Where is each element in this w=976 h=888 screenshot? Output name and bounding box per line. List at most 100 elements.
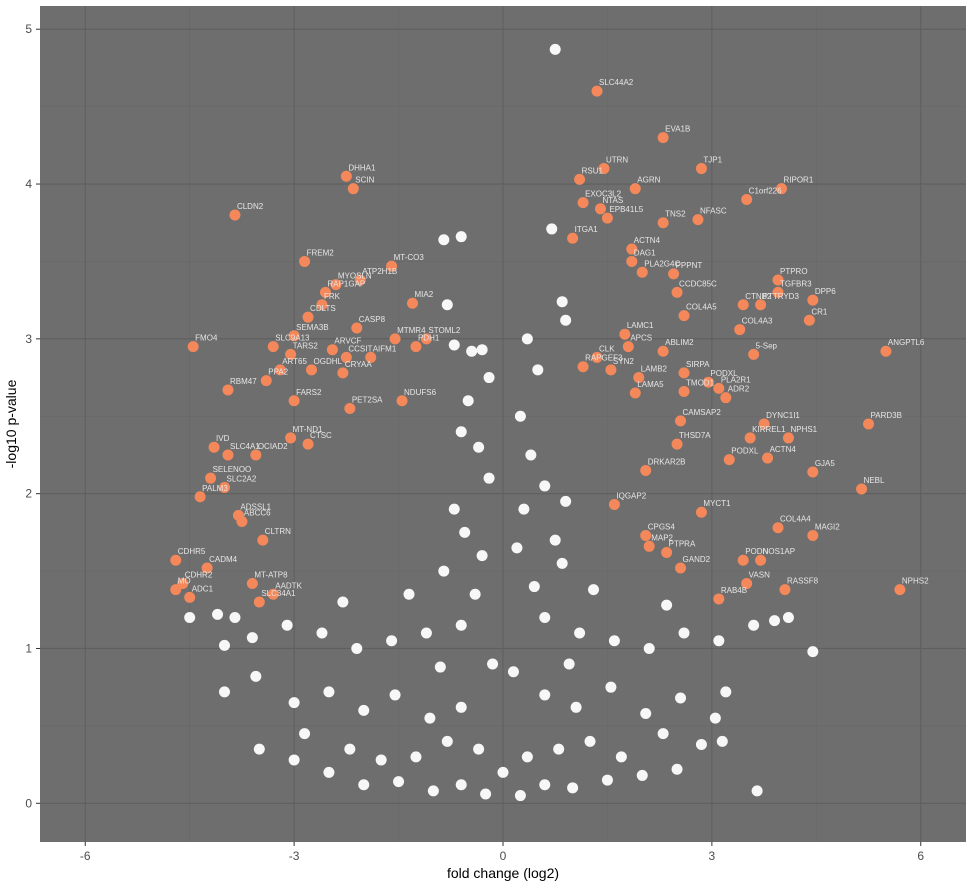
data-point [469,588,481,600]
data-point [556,296,568,308]
y-tick-label: 0 [25,796,32,810]
gene-label: ABLIM2 [665,338,694,347]
data-point [720,686,732,698]
significant-point [643,540,655,552]
significant-point [713,593,725,605]
data-point [521,751,533,763]
data-point [640,708,652,720]
gene-label: PDH1 [418,334,440,343]
gene-label: CDHR5 [178,547,206,556]
significant-point [594,203,606,215]
gene-label: RBM47 [230,377,257,386]
significant-point [629,183,641,195]
data-point [671,763,683,775]
data-point [518,503,530,515]
gene-label: CASP8 [359,315,386,324]
gene-label: SLC9A13 [275,334,310,343]
gene-label: MT-ND1 [293,425,323,434]
significant-point [775,183,787,195]
gene-label: RAPGEF3 [585,354,623,363]
nonsignificant-points [184,43,819,802]
data-point [473,743,485,755]
significant-point [306,364,318,376]
data-point [323,686,335,698]
gene-label: PODXL [710,369,738,378]
significant-point [205,472,217,484]
significant-point [410,341,422,353]
significant-point [577,361,589,373]
significant-point [755,554,767,566]
x-axis-title: fold change (log2) [447,865,559,881]
significant-point [598,163,610,175]
data-point [525,449,537,461]
data-point [539,779,551,791]
significant-point [319,286,331,298]
data-point [323,766,335,778]
data-point [560,314,572,326]
significant-point [695,163,707,175]
data-point [563,658,575,670]
significant-point [678,367,690,379]
data-point [229,612,241,624]
significant-point [807,466,819,478]
significant-point [299,255,311,267]
gene-label: APCS [630,334,652,343]
gene-label: TMOD1 [686,378,715,387]
gene-label: CLK [599,344,615,353]
gene-label: MYCT1 [703,499,731,508]
gene-label: ADC1 [192,584,214,593]
gene-label: COL4A5 [686,303,717,312]
gene-label: THSD7A [679,431,711,440]
gene-label: RIPOR1 [783,176,813,185]
data-point [483,472,495,484]
significant-point [782,432,794,444]
data-point [539,612,551,624]
significant-point [344,403,356,415]
gene-label: ART65 [282,357,307,366]
significant-point [260,375,272,387]
significant-point [748,348,760,360]
significant-point [386,260,398,272]
significant-point [755,299,767,311]
data-point [434,661,446,673]
gene-label: NPHS1 [790,425,817,434]
significant-point [758,418,770,430]
gene-label: ANGPTL6 [888,338,925,347]
y-tick-label: 2 [25,487,32,501]
gene-label: DRKAR2B [648,457,686,466]
significant-point [657,345,669,357]
data-point [608,635,620,647]
gene-label: EVA1B [665,125,690,134]
gene-label: MT-ATP8 [254,570,288,579]
gene-label: PET2SA [352,396,383,405]
gene-label: MAP2 [651,533,673,542]
gene-label: ADSSL1 [240,502,271,511]
gene-label: NDUFS6 [404,388,437,397]
gene-label: COL4A3 [742,317,773,326]
significant-point [626,243,638,255]
data-point [427,785,439,797]
significant-point [605,364,617,376]
gene-label: FMO4 [195,334,218,343]
data-point [514,790,526,802]
significant-point [187,341,199,353]
gene-label: CADM4 [209,555,238,564]
data-point [643,642,655,654]
data-point [455,779,467,791]
significant-point [365,351,377,363]
gene-label: NFASC [700,207,727,216]
significant-point [222,384,234,396]
gene-label: CDHR2 [185,570,213,579]
data-point [219,639,231,651]
significant-point [184,591,196,603]
data-point [511,542,523,554]
gene-label: CAMSAP2 [683,408,722,417]
data-point [219,686,231,698]
gene-label: KIRREL1 [752,425,786,434]
significant-point [194,491,206,503]
significant-point [608,499,620,511]
gene-label: CCSIT [348,344,372,353]
significant-point [880,345,892,357]
data-point [438,565,450,577]
